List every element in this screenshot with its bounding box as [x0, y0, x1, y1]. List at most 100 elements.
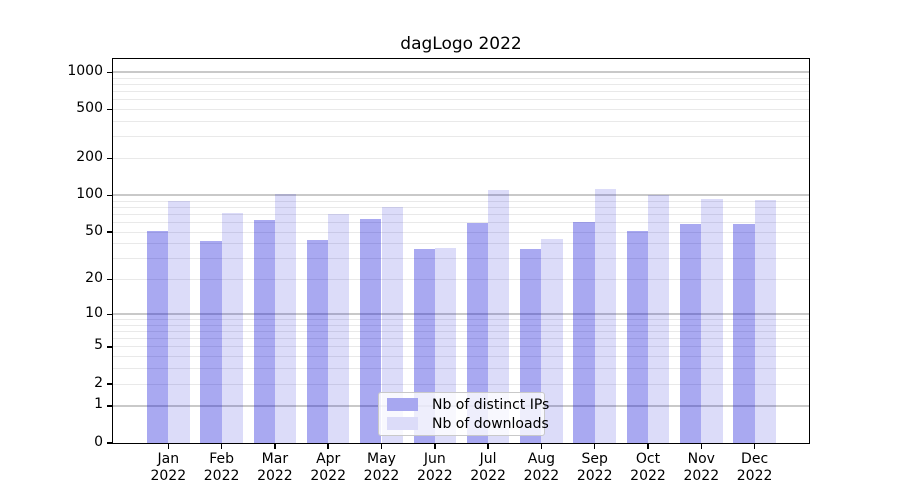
bar-mar-ips	[253, 219, 275, 443]
bar-jul-ips	[466, 223, 489, 443]
y-tick-label: 10	[85, 304, 103, 321]
x-tick-month: Jul	[479, 451, 497, 467]
y-tick-mark	[107, 108, 112, 111]
x-tick-year: 2022	[150, 468, 187, 484]
plot-area	[112, 58, 810, 444]
legend-swatch-downloads	[387, 417, 418, 430]
bar-dec-ips	[733, 224, 755, 443]
gridline-minor	[113, 338, 809, 340]
gridline-minor	[113, 121, 809, 122]
x-tick-mark	[700, 444, 703, 449]
legend-row: Nb of distinct IPs	[387, 395, 549, 414]
x-tick-label: Sep 2022	[560, 451, 630, 485]
x-tick-month: Dec	[741, 451, 769, 467]
x-tick-year: 2022	[310, 468, 346, 484]
gridline-minor	[113, 279, 809, 281]
bar-mar-downloads	[274, 194, 297, 443]
x-tick-month: Aug	[527, 451, 556, 467]
y-tick-label: 5	[94, 337, 103, 354]
x-tick-mark	[434, 444, 436, 449]
x-tick-label: Mar 2022	[240, 451, 310, 485]
x-tick-mark	[327, 444, 329, 449]
gridline-major	[113, 313, 809, 316]
x-tick-month: Feb	[209, 451, 234, 467]
gridline-minor	[113, 258, 809, 260]
x-tick-month: Nov	[687, 451, 715, 467]
x-tick-month: May	[367, 451, 396, 467]
bar-feb-downloads	[221, 212, 243, 443]
y-tick-label: 200	[76, 149, 103, 166]
bar-feb-ips	[200, 241, 222, 443]
legend: Nb of distinct IPs Nb of downloads	[378, 392, 549, 436]
x-tick-month: Jan	[157, 451, 180, 467]
x-tick-year: 2022	[363, 468, 400, 484]
x-tick-label: Oct 2022	[613, 451, 683, 485]
legend-label: Nb of distinct IPs	[432, 396, 550, 413]
gridline-minor	[113, 324, 809, 326]
x-tick-mark	[593, 444, 596, 449]
x-tick-month: Oct	[635, 451, 661, 467]
gridline-minor	[113, 109, 809, 111]
x-tick-year: 2022	[523, 468, 560, 484]
x-tick-year: 2022	[683, 468, 720, 484]
x-tick-mark	[167, 444, 170, 449]
x-tick-mark	[647, 444, 649, 449]
y-tick-mark	[107, 383, 112, 385]
x-tick-year: 2022	[257, 468, 293, 484]
x-tick-month: Sep	[581, 451, 608, 467]
x-tick-label: May 2022	[347, 451, 417, 485]
gridline-minor	[113, 158, 809, 160]
gridline-minor	[113, 368, 809, 370]
y-tick-label: 500	[76, 100, 103, 117]
bar-aug-downloads	[541, 238, 563, 443]
x-tick-year: 2022	[203, 468, 240, 484]
gridline-major	[113, 194, 809, 197]
y-tick-mark	[107, 278, 112, 281]
y-tick-label: 20	[85, 270, 103, 287]
y-tick-mark	[107, 71, 112, 74]
bar-oct-downloads	[648, 195, 670, 443]
y-tick-label: 0	[94, 433, 103, 450]
bar-jan-ips	[147, 231, 169, 443]
x-tick-label: Feb 2022	[187, 451, 257, 485]
y-tick-mark	[107, 194, 112, 197]
x-tick-mark	[220, 444, 223, 449]
x-tick-label: Aug 2022	[506, 451, 576, 485]
gridline-minor	[113, 383, 809, 385]
y-tick-label: 50	[85, 222, 103, 239]
y-tick-mark	[107, 313, 112, 316]
gridline-minor	[113, 206, 809, 208]
x-tick-month: Jun	[423, 451, 446, 467]
gridline-minor	[113, 213, 809, 215]
gridline-minor	[113, 330, 809, 332]
x-tick-mark	[380, 444, 383, 449]
bar-may-ips	[360, 219, 382, 443]
x-tick-label: Jul 2022	[453, 451, 523, 485]
bar-jan-downloads	[168, 201, 190, 443]
gridline-minor	[113, 346, 809, 348]
gridline-minor	[113, 83, 809, 85]
x-tick-month: Apr	[316, 451, 341, 467]
x-tick-mark	[274, 444, 276, 449]
legend-row: Nb of downloads	[387, 414, 549, 433]
bar-nov-downloads	[701, 198, 723, 443]
y-tick-label: 100	[76, 185, 103, 202]
gridline-minor	[113, 356, 809, 358]
bar-sep-downloads	[594, 189, 616, 443]
gridline-minor	[113, 222, 809, 223]
gridline-minor	[113, 231, 809, 233]
gridline-minor	[113, 200, 809, 202]
y-tick-mark	[107, 405, 112, 407]
x-tick-year: 2022	[576, 468, 613, 484]
gridline-minor	[113, 77, 809, 79]
bar-nov-ips	[680, 224, 702, 443]
gridline-minor	[113, 319, 809, 320]
bar-apr-downloads	[328, 214, 350, 443]
bar-oct-ips	[626, 231, 648, 443]
x-tick-year: 2022	[416, 468, 453, 484]
bar-dec-downloads	[754, 200, 776, 443]
gridline-major	[113, 71, 809, 74]
x-tick-mark	[540, 444, 543, 449]
y-tick-mark	[107, 231, 112, 233]
x-tick-label: Jun 2022	[400, 451, 470, 485]
